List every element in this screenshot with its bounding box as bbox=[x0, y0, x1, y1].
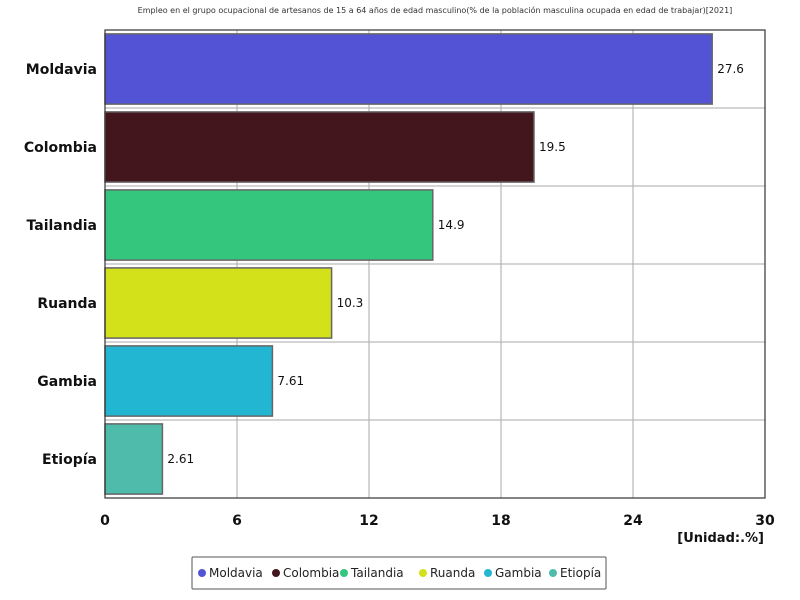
bar-moldavia bbox=[104, 33, 713, 105]
x-tick-label: 18 bbox=[491, 513, 510, 529]
unit-label: [Unidad:.%] bbox=[677, 531, 764, 546]
value-label: 2.61 bbox=[167, 452, 194, 466]
legend-swatch bbox=[549, 569, 557, 577]
legend-entry: Moldavia bbox=[209, 566, 263, 580]
legend-entry: Gambia bbox=[495, 566, 542, 580]
legend-swatch bbox=[272, 569, 280, 577]
bar-tailandia bbox=[104, 189, 434, 261]
category-label: Moldavia bbox=[26, 62, 97, 78]
bar-colombia bbox=[104, 111, 535, 183]
value-label: 14.9 bbox=[438, 218, 465, 232]
bar-gambia bbox=[104, 345, 274, 417]
x-tick-label: 30 bbox=[755, 513, 775, 529]
legend: Moldavia Colombia Tailandia Ruanda Gambia Eti… bbox=[191, 556, 607, 590]
plot-frame bbox=[104, 29, 766, 499]
labels: 0 6 12 18 24 30 Moldavia 27.6 Colombia 19.5 Tailan… bbox=[24, 62, 775, 529]
legend-swatch bbox=[419, 569, 427, 577]
chart-title: Empleo en el grupo ocupacional de artesa… bbox=[138, 5, 733, 15]
legend-entry: Etiopía bbox=[560, 566, 601, 580]
x-tick-label: 24 bbox=[623, 513, 643, 529]
legend-swatch bbox=[198, 569, 206, 577]
x-tick-label: 0 bbox=[100, 513, 110, 529]
value-label: 27.6 bbox=[717, 62, 744, 76]
legend-entry: Ruanda bbox=[430, 566, 475, 580]
legend-swatch bbox=[340, 569, 348, 577]
category-label: Gambia bbox=[37, 374, 97, 390]
value-label: 7.61 bbox=[277, 374, 304, 388]
legend-entry: Tailandia bbox=[350, 566, 404, 580]
value-label: 10.3 bbox=[337, 296, 364, 310]
legend-entry: Colombia bbox=[283, 566, 339, 580]
legend-swatch bbox=[484, 569, 492, 577]
category-label: Colombia bbox=[24, 140, 97, 156]
category-label: Etiopía bbox=[42, 452, 97, 468]
bar-etiopía bbox=[104, 423, 164, 495]
x-tick-label: 12 bbox=[359, 513, 378, 529]
x-tick-label: 6 bbox=[232, 513, 242, 529]
value-label: 19.5 bbox=[539, 140, 566, 154]
category-label: Tailandia bbox=[27, 218, 97, 234]
bar-ruanda bbox=[104, 267, 333, 339]
category-label: Ruanda bbox=[37, 296, 97, 312]
legend-box bbox=[191, 556, 607, 590]
